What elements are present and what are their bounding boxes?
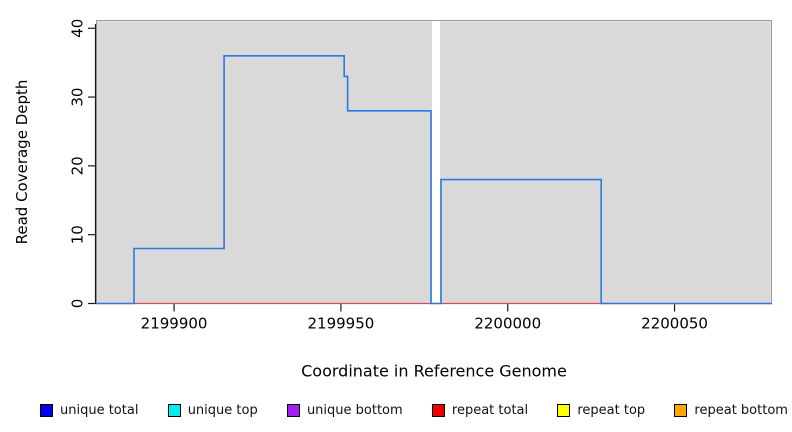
unique-total-swatch-icon [40,403,53,417]
legend-item-unique-bottom: unique bottom [286,402,403,418]
x-tick-label: 2199950 [308,315,375,333]
series-unique-total [96,55,772,305]
repeat-bottom-swatch-icon [674,403,688,417]
y-tick-label: 40 [69,19,87,38]
x-tick-label: 2200000 [474,315,541,333]
legend-label: unique total [60,402,139,418]
legend-label: unique bottom [306,402,403,418]
y-tick-label: 0 [69,299,87,309]
y-axis-title: Read Coverage Depth [13,79,31,245]
x-tick-label: 2199900 [141,315,208,333]
legend-label: unique top [187,402,258,418]
data-panel-right [440,21,771,304]
y-tick-label: 30 [69,88,87,107]
legend: unique total unique top unique bottom re… [40,400,788,420]
legend-label: repeat total [451,402,529,418]
legend-label: repeat top [577,402,646,418]
y-tick-label: 10 [69,225,87,244]
data-panel-left [97,21,432,304]
legend-item-repeat-top: repeat top [557,403,645,418]
legend-item-repeat-total: repeat total [431,402,529,418]
legend-item-repeat-bottom: repeat bottom [674,403,788,418]
unique-top-swatch-icon [167,403,181,417]
legend-label: repeat bottom [694,402,788,418]
legend-item-unique-total: unique total [40,403,138,418]
legend-item-unique-top: unique top [167,402,258,418]
repeat-top-swatch-icon [557,403,571,417]
y-tick-label: 20 [69,156,87,175]
x-axis-title: Coordinate in Reference Genome [301,361,567,381]
x-tick-label: 2200050 [641,315,708,333]
repeat-total-swatch-icon [431,403,445,417]
unique-bottom-swatch-icon [286,403,300,417]
